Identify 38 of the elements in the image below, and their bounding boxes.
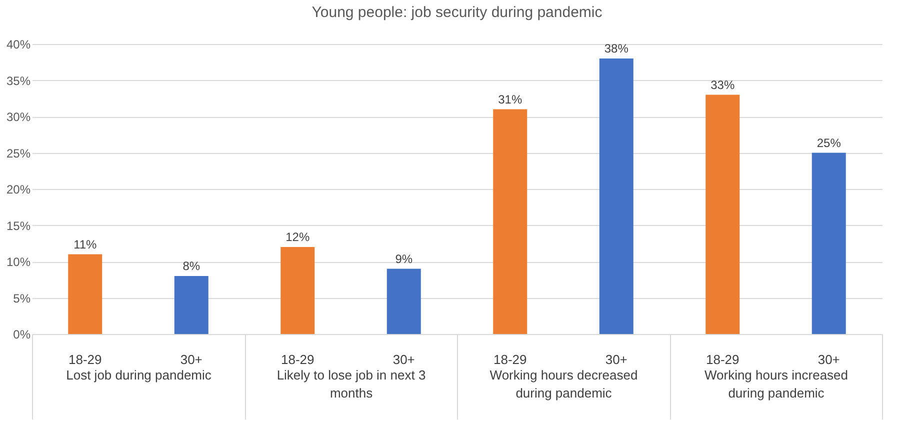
y-tick-label: 30% (6, 110, 31, 124)
data-label: 8% (182, 259, 200, 273)
y-tick-label: 35% (6, 74, 31, 88)
bar (599, 58, 634, 334)
bar (68, 254, 102, 334)
data-label: 11% (74, 237, 98, 252)
bar (812, 152, 846, 334)
y-tick-label: 5% (13, 291, 31, 306)
bar (174, 276, 208, 334)
y-tick-label: 15% (6, 218, 31, 233)
bar (706, 94, 740, 334)
y-tick-label: 40% (6, 38, 31, 52)
bar (493, 109, 528, 334)
text: 30+ (605, 352, 628, 367)
data-label: 38% (604, 42, 629, 56)
series-label: 18-29 (68, 352, 102, 367)
text: 30+ (818, 352, 840, 367)
y-tick-label: 10% (6, 255, 31, 269)
text: 18-29 (281, 352, 314, 367)
x-tick-label: Working hours decreased during pandemic (490, 368, 638, 400)
y-tick-label: 20% (6, 182, 31, 196)
text: 30+ (392, 352, 415, 367)
text: 18-29 (706, 352, 740, 367)
y-tick-label: 0% (13, 328, 31, 342)
y-tick-label: 25% (6, 146, 31, 160)
bar (280, 247, 315, 334)
x-tick-label: Likely to lose job in next 3 months (276, 368, 426, 400)
series-label: 30+ (180, 352, 202, 367)
chart-title: Young people: job security during pandemic (312, 4, 603, 21)
data-label: 12% (286, 230, 310, 244)
data-label: 31% (498, 92, 522, 106)
bar (386, 268, 421, 334)
data-label: 25% (816, 136, 842, 150)
text: 18-29 (494, 352, 527, 367)
x-tick-label: Lost job during pandemic (66, 368, 212, 382)
data-label: 9% (395, 252, 413, 266)
data-label: 33% (710, 78, 735, 92)
x-tick-label: Working hours increased during pandemic (704, 368, 848, 400)
